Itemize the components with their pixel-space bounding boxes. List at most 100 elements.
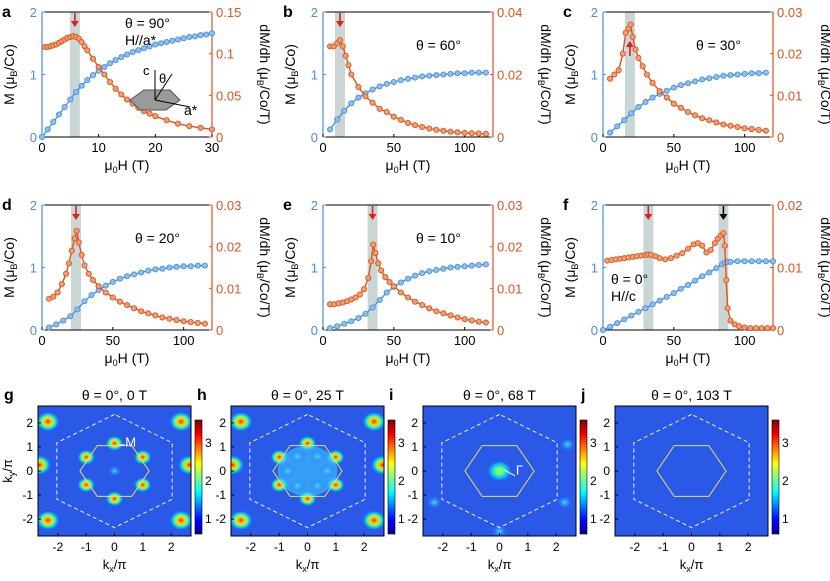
derivative-point: [723, 276, 730, 284]
magnetization-point: [642, 305, 649, 312]
derivative-point: [174, 120, 182, 127]
intensity-peak: [133, 477, 152, 493]
intensity-peak: [231, 411, 253, 432]
magnetization-point: [78, 82, 85, 89]
derivative-point: [116, 298, 123, 305]
derivative-point: [368, 258, 375, 265]
x-tick-label: 0: [319, 140, 326, 155]
derivative-point: [152, 113, 159, 120]
magnetization-point: [741, 70, 748, 77]
magnetization-point: [38, 133, 46, 141]
derivative-point: [673, 252, 680, 259]
derivative-point: [63, 270, 70, 277]
y-tick-label: 0: [30, 130, 37, 145]
magnetization-point: [180, 263, 187, 270]
derivative-point: [755, 126, 762, 133]
magnetization-point: [46, 324, 53, 331]
derivative-point: [112, 85, 119, 92]
colorbar-label: 1: [205, 512, 212, 526]
y-tick-label: 1: [603, 440, 610, 454]
magnetization-point: [146, 43, 153, 50]
extended-zone-boundary: [56, 413, 173, 529]
peak-arrow-head: [72, 214, 80, 220]
x-tick-label: 100: [454, 140, 476, 155]
derivative-point: [75, 239, 82, 246]
magnetization-point: [355, 94, 362, 101]
derivative-point: [361, 286, 368, 293]
magnetization-point: [89, 72, 97, 79]
derivative-point: [454, 129, 461, 136]
magnetization-point: [677, 285, 684, 292]
x-tick-label: 50: [667, 333, 681, 348]
magnetization-point: [628, 312, 635, 319]
intensity-peak: [362, 411, 384, 432]
x-axis-label: kx/π: [103, 557, 127, 574]
panel-letter: c: [563, 4, 572, 21]
magnetization-point: [684, 80, 692, 87]
derivative-point: [635, 54, 642, 61]
x-tick-label: 10: [91, 140, 105, 155]
magnetization-point: [607, 323, 614, 330]
y-tick-label: 2: [591, 5, 598, 20]
magnetization-point: [720, 72, 727, 79]
panel-letter: g: [4, 387, 14, 404]
y-tick-label: 0: [311, 130, 318, 145]
y-axis-label: M (μB/Co): [562, 44, 580, 105]
magnetization-point: [348, 100, 355, 107]
magnetization-point: [419, 73, 426, 80]
derivative-point: [336, 37, 344, 44]
intensity-peak: [77, 477, 96, 493]
derivative-point: [186, 123, 193, 130]
magnetization-point: [762, 69, 769, 76]
magnetization-point: [642, 98, 649, 106]
intensity-peak: [231, 510, 253, 531]
derivative-point: [482, 130, 489, 137]
magnetization-point: [84, 77, 91, 84]
derivative-point: [615, 67, 622, 74]
inset-crystal: cθ a*: [129, 63, 198, 118]
magnetization-point: [677, 82, 684, 89]
y-axis-label: M (μB/Co): [1, 44, 19, 105]
y-tick-label: 2: [30, 198, 37, 213]
y-tick-label: 1: [219, 440, 226, 454]
y2-tick-label: 0.01: [497, 281, 522, 296]
derivative-point: [404, 119, 412, 126]
y2-tick-label: 0.03: [497, 198, 522, 213]
m-point-label: M: [125, 434, 136, 449]
pointer-line: [117, 444, 125, 447]
magnetization-point: [140, 45, 148, 52]
derivative-point: [78, 251, 85, 259]
derivative-point: [197, 124, 204, 131]
x-tick-label: 2: [361, 540, 368, 554]
y-tick-label: 1: [591, 261, 598, 276]
intensity-peak: [491, 523, 508, 536]
y-tick-label: 2: [411, 416, 418, 430]
x-tick-label: -2: [245, 540, 256, 554]
derivative-point: [711, 240, 718, 247]
derivative-point: [159, 314, 166, 321]
derivative-point: [412, 298, 419, 305]
derivative-point: [639, 63, 646, 70]
panel-f: 0 50 100 0 1 2 0 0.01 0.02 μ0H (T) M (μB/Co) dM/dh …: [562, 197, 830, 368]
peak-arrow-head: [368, 214, 377, 220]
peak-arrow-head: [70, 21, 79, 27]
y2-tick-label: 0.01: [777, 261, 802, 276]
angle-annotation: θ = 30°: [696, 37, 741, 53]
derivative-point: [461, 129, 468, 136]
y-tick-label: 0: [603, 464, 610, 478]
brillouin-zone-boundary: [464, 445, 535, 497]
magnetization-point: [748, 70, 755, 77]
y2-tick-label: 0.03: [216, 198, 241, 213]
magnetization-point: [635, 103, 642, 111]
derivative-point: [720, 121, 727, 128]
panel-letter: h: [197, 387, 207, 404]
y2-tick-label: 0.02: [777, 47, 802, 62]
x-tick-label: -2: [629, 540, 640, 554]
y-tick-label: 2: [26, 416, 33, 430]
x-tick-label: 2: [553, 540, 560, 554]
magnetization-point: [433, 266, 440, 274]
x-tick-label: 50: [106, 333, 120, 348]
derivative-point: [758, 325, 765, 332]
y-tick-label: -1: [215, 488, 226, 502]
y-tick-label: 1: [30, 68, 37, 83]
